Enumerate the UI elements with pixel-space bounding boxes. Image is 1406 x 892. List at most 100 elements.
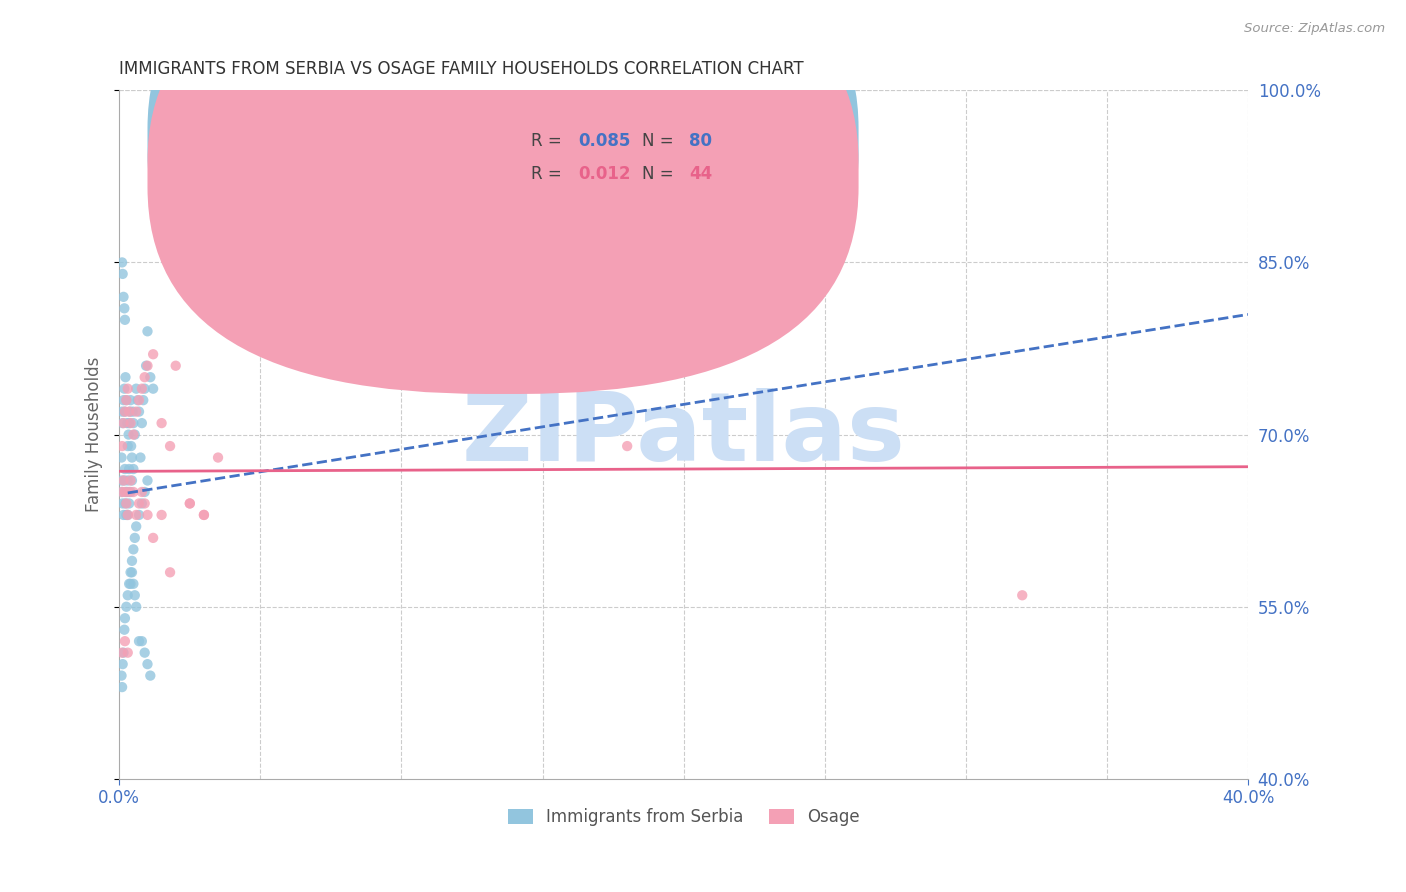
Point	[136, 657, 159, 672]
Point	[112, 474, 135, 488]
Text: ZIPatlas: ZIPatlas	[461, 388, 905, 481]
Point	[193, 508, 215, 522]
Point	[122, 416, 145, 430]
Point	[121, 566, 143, 580]
Point	[112, 301, 135, 316]
Point	[125, 508, 148, 522]
Point	[136, 359, 159, 373]
Legend: Immigrants from Serbia, Osage: Immigrants from Serbia, Osage	[501, 801, 866, 832]
Point	[114, 404, 136, 418]
Point	[125, 382, 148, 396]
Point	[115, 496, 138, 510]
Point	[117, 439, 139, 453]
Point	[117, 382, 139, 396]
Point	[120, 485, 142, 500]
Point	[179, 496, 201, 510]
Point	[131, 634, 153, 648]
Point	[120, 474, 142, 488]
Point	[616, 439, 638, 453]
Point	[150, 508, 173, 522]
Point	[117, 646, 139, 660]
Point	[118, 496, 141, 510]
Point	[131, 416, 153, 430]
FancyBboxPatch shape	[470, 114, 785, 201]
Point	[111, 255, 134, 269]
Point	[110, 450, 132, 465]
Text: 0.085: 0.085	[579, 132, 631, 150]
Point	[128, 404, 150, 418]
Point	[110, 474, 132, 488]
Point	[142, 531, 165, 545]
Point	[122, 427, 145, 442]
FancyBboxPatch shape	[148, 0, 859, 394]
Point	[125, 519, 148, 533]
Point	[139, 370, 162, 384]
Point	[118, 462, 141, 476]
Point	[115, 393, 138, 408]
Point	[118, 576, 141, 591]
FancyBboxPatch shape	[148, 0, 859, 361]
Point	[124, 427, 146, 442]
Point	[114, 370, 136, 384]
Point	[193, 508, 215, 522]
Text: 0.012: 0.012	[579, 165, 631, 183]
Point	[139, 668, 162, 682]
Point	[134, 485, 156, 500]
Point	[1011, 588, 1033, 602]
Point	[115, 485, 138, 500]
Point	[159, 439, 181, 453]
Point	[136, 508, 159, 522]
Point	[122, 485, 145, 500]
Point	[115, 416, 138, 430]
Point	[112, 646, 135, 660]
Point	[207, 450, 229, 465]
Point	[112, 393, 135, 408]
Point	[142, 347, 165, 361]
Text: 44: 44	[689, 165, 713, 183]
Point	[112, 382, 135, 396]
Point	[120, 416, 142, 430]
Point	[150, 416, 173, 430]
Point	[114, 313, 136, 327]
Point	[120, 576, 142, 591]
Point	[131, 382, 153, 396]
Point	[134, 382, 156, 396]
Text: R =: R =	[531, 132, 567, 150]
Point	[111, 485, 134, 500]
Point	[111, 485, 134, 500]
Point	[128, 393, 150, 408]
Point	[114, 634, 136, 648]
Point	[111, 496, 134, 510]
Point	[128, 634, 150, 648]
Point	[131, 496, 153, 510]
Point	[115, 508, 138, 522]
Text: R =: R =	[531, 165, 567, 183]
Point	[136, 474, 159, 488]
Point	[112, 474, 135, 488]
Point	[136, 324, 159, 338]
Point	[112, 508, 135, 522]
Point	[114, 496, 136, 510]
Point	[125, 599, 148, 614]
Text: Source: ZipAtlas.com: Source: ZipAtlas.com	[1244, 22, 1385, 36]
Point	[112, 290, 135, 304]
Point	[111, 646, 134, 660]
Point	[131, 485, 153, 500]
Point	[117, 427, 139, 442]
Point	[125, 404, 148, 418]
Point	[112, 623, 135, 637]
Point	[111, 657, 134, 672]
Point	[124, 588, 146, 602]
Text: 80: 80	[689, 132, 713, 150]
Point	[134, 370, 156, 384]
Point	[114, 611, 136, 625]
Point	[117, 588, 139, 602]
Text: N =: N =	[643, 132, 679, 150]
Point	[110, 668, 132, 682]
Point	[111, 404, 134, 418]
Point	[114, 462, 136, 476]
Point	[114, 485, 136, 500]
Point	[134, 496, 156, 510]
Point	[142, 382, 165, 396]
Point	[121, 404, 143, 418]
